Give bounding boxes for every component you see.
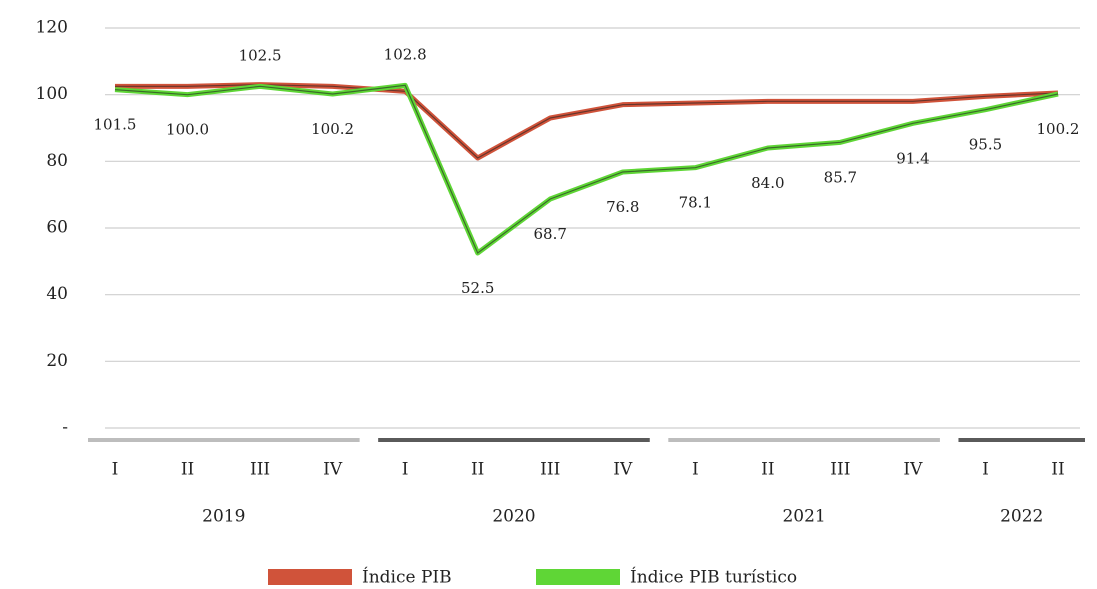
- data-label: 52.5: [461, 279, 494, 297]
- legend-swatch: [536, 569, 620, 585]
- year-label: 2019: [202, 507, 245, 527]
- x-tick-label: II: [181, 460, 194, 480]
- series-shadow: [114, 84, 1059, 254]
- y-tick-label: 80: [46, 151, 68, 171]
- y-tick-label: 120: [36, 18, 68, 38]
- data-label: 101.5: [94, 116, 137, 134]
- data-label: 68.7: [534, 225, 567, 243]
- legend-label: Índice PIB turístico: [630, 567, 797, 588]
- year-label: 2022: [1000, 507, 1043, 527]
- data-label: 91.4: [896, 149, 929, 167]
- x-tick-label: II: [471, 460, 484, 480]
- year-label: 2020: [492, 507, 535, 527]
- x-tick-label: II: [1051, 460, 1064, 480]
- x-tick-label: I: [402, 460, 409, 480]
- x-tick-label: II: [761, 460, 774, 480]
- x-tick-label: III: [250, 460, 270, 480]
- x-tick-label: I: [112, 460, 119, 480]
- x-tick-label: III: [830, 460, 850, 480]
- data-label: 100.0: [166, 121, 209, 139]
- data-label: 102.8: [384, 45, 427, 63]
- x-tick-label: IV: [323, 460, 343, 480]
- y-tick-label: 60: [46, 218, 68, 238]
- x-tick-label: I: [692, 460, 699, 480]
- x-tick-label: IV: [613, 460, 633, 480]
- data-label: 85.7: [824, 168, 857, 186]
- series-shadow: [115, 84, 1059, 159]
- legend-swatch: [268, 569, 352, 585]
- data-label: 84.0: [751, 174, 784, 192]
- y-tick-label: 20: [46, 351, 68, 371]
- data-label: 102.5: [239, 46, 282, 64]
- x-tick-label: III: [540, 460, 560, 480]
- data-label: 100.2: [311, 120, 354, 138]
- data-label: 100.2: [1037, 120, 1080, 138]
- x-tick-label: IV: [903, 460, 923, 480]
- y-tick-label: 40: [46, 284, 68, 304]
- data-label: 95.5: [969, 136, 1002, 154]
- y-tick-label: -: [62, 418, 68, 438]
- data-label: 78.1: [679, 194, 712, 212]
- year-label: 2021: [782, 507, 825, 527]
- x-tick-label: I: [982, 460, 989, 480]
- legend-label: Índice PIB: [362, 567, 452, 588]
- data-label: 76.8: [606, 198, 639, 216]
- y-tick-label: 100: [36, 84, 68, 104]
